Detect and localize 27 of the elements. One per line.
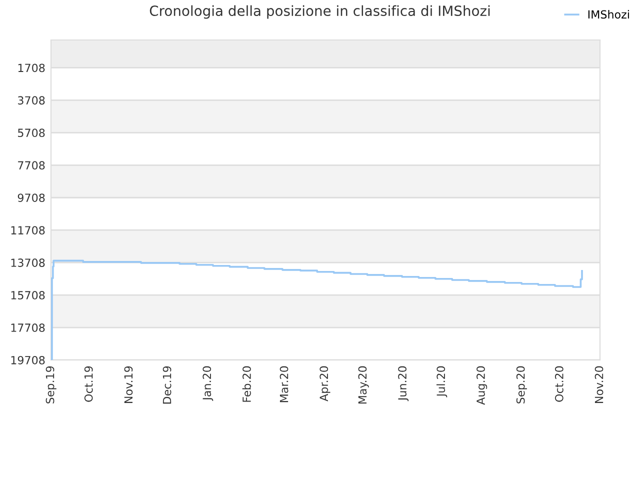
x-tick-label: Jan.20 [202,366,214,401]
chart-title: Cronologia della posizione in classifica di IMShozi [150,5,490,19]
y-tick-label: 19708 [11,356,45,364]
legend-label: IMShozi [588,10,629,19]
x-tick-label: Jul.20 [436,366,448,398]
y-tick-label: 15708 [11,291,45,300]
y-tick-label: 5708 [18,128,45,138]
y-tick-label: 13708 [11,258,45,267]
x-tick-label: Mar.20 [280,366,288,402]
x-tick-label: Jun.20 [398,366,409,402]
y-tick-label: 7708 [18,161,45,170]
x-tick-label: Nov.19 [124,366,133,403]
x-tick-label: Sep.19 [46,366,56,404]
x-tick-label: Feb.20 [242,366,251,402]
x-tick-label: Oct.20 [554,366,564,402]
x-tick-label: Apr.20 [320,366,330,402]
y-tick-label: 9708 [18,194,45,202]
y-tick-label: 1708 [18,64,45,72]
x-tick-label: Aug.20 [476,366,488,405]
y-tick-label: 11708 [11,226,45,234]
y-tick-label: 3708 [18,96,45,105]
y-tick-label: 17708 [11,324,45,332]
x-tick-label: Oct.19 [84,366,93,402]
x-tick-label: May.20 [358,366,369,404]
x-tick-label: Dec.19 [162,366,172,404]
x-tick-label: Sep.20 [516,366,527,404]
x-tick-label: Nov.20 [594,366,604,403]
